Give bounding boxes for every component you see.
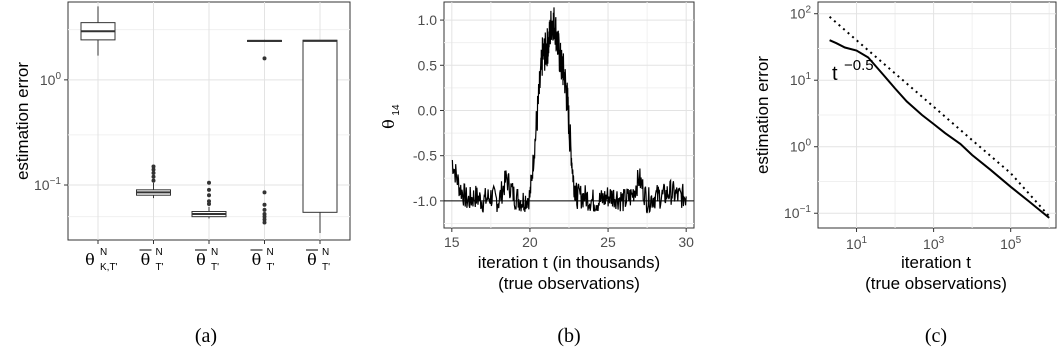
box-4-outlier (262, 214, 267, 219)
box-4-outlier (262, 56, 267, 61)
box-4-outlier (262, 220, 267, 225)
box-5-iqr (302, 39, 338, 213)
tick-superscript: N (156, 247, 163, 258)
panel-b-x-tick-label: 25 (600, 234, 616, 250)
panel-b-x-tick-label: 20 (522, 234, 538, 250)
panel-a-x-tick-label: θ N T' (250, 247, 275, 273)
panel-b-x-label-2: (true observations) (498, 274, 640, 293)
panel-b: -1.0 -0.5 0.0 0.5 1.0 15 20 25 30 θ 14 iteratio… (379, 1, 695, 347)
panel-a-y-ticks: 10−1 100 (34, 71, 68, 193)
panel-b-y-tick-label: -1.0 (413, 193, 437, 209)
tick-symbol: θ (85, 250, 95, 269)
panel-c-x-tick-label: 105 (1000, 235, 1022, 252)
panel-c-x-label-2: (true observations) (865, 274, 1007, 293)
panel-c-series (828, 16, 1050, 219)
panel-a-boxes (80, 6, 338, 233)
panel-a-caption: (a) (195, 325, 217, 347)
tick-symbol: θ (196, 250, 206, 269)
tick-subscript: T' (156, 262, 164, 273)
panel-c-y-tick-label: 100 (790, 138, 812, 155)
box-4-outlier (262, 217, 267, 222)
panel-c-y-label: estimation error (753, 56, 772, 174)
box-2-outlier (151, 174, 156, 179)
panel-c-caption: (c) (925, 325, 947, 347)
box-5 (302, 39, 338, 233)
panel-a-x-ticks: θ NK,T' θ NT' θ NT' θ NT' θ NT' (85, 240, 330, 273)
tick-subscript: T' (211, 262, 219, 273)
panel-a-x-tick-label: θ N T' (139, 247, 164, 273)
tick-subscript: K,T' (100, 262, 118, 273)
panel-c-y-tick-label: 10−1 (784, 204, 811, 221)
box-3-outlier (207, 187, 211, 192)
panel-b-y-ticks: -1.0 -0.5 0.0 0.5 1.0 (413, 12, 444, 209)
box-4-outlier (262, 190, 267, 195)
box-2 (136, 164, 171, 199)
tick-superscript: N (267, 247, 274, 258)
panel-a-x-tick-label: θ N T' (306, 247, 330, 273)
panel-c-x-label: iteration t (901, 253, 971, 272)
tick-superscript: N (100, 247, 107, 258)
panel-c-annotation-base: t (832, 63, 838, 85)
box-4-outlier (262, 202, 267, 207)
panel-a-x-tick-label: θ N T' (195, 247, 219, 273)
panel-b-y-tick-label: 0.0 (418, 102, 438, 118)
panel-b-y-label-sub: 14 (391, 104, 402, 116)
tick-symbol: θ (141, 250, 151, 269)
box-2-outlier (151, 171, 156, 176)
panel-b-y-tick-label: -0.5 (413, 148, 437, 164)
panel-b-y-tick-label: 0.5 (418, 57, 438, 73)
tick-subscript: T' (267, 262, 275, 273)
panel-b-y-label-symbol: θ (379, 119, 398, 129)
panel-a-y-tick-label: 10−1 (34, 176, 61, 193)
panel-c-y-tick-label: 101 (790, 71, 812, 88)
panel-b-y-tick-label: 1.0 (418, 12, 438, 28)
panel-c: 10−1 100 101 102 101 103 105 t −0.5 estimatio… (753, 1, 1057, 347)
tick-subscript: T' (322, 262, 330, 273)
panel-a-y-tick-label: 100 (40, 71, 62, 88)
box-4-outlier (262, 207, 267, 212)
panel-c-y-ticks: 10−1 100 101 102 (784, 5, 818, 221)
panel-b-x-tick-label: 30 (678, 234, 694, 250)
panel-b-x-label: iteration t (in thousands) (478, 253, 660, 272)
box-4 (247, 39, 282, 225)
panel-c-x-tick-label: 101 (846, 235, 868, 252)
box-3-outlier (207, 199, 211, 204)
panel-b-trace-line (451, 7, 687, 214)
panel-c-annotation-exp: −0.5 (844, 57, 874, 74)
panel-c-annotation: t −0.5 (832, 57, 874, 85)
tick-symbol: θ (252, 250, 262, 269)
box-2-outlier (151, 167, 156, 172)
box-3-outlier (207, 193, 211, 198)
panel-c-x-ticks: 101 103 105 (846, 228, 1022, 252)
tick-superscript: N (211, 247, 218, 258)
panel-a-y-label: estimation error (13, 62, 32, 180)
panel-c-y-tick-label: 102 (790, 5, 812, 22)
panel-b-series (444, 7, 694, 214)
panel-c-grid (818, 2, 1056, 228)
box-3-outlier (207, 180, 211, 185)
tick-superscript: N (322, 247, 329, 258)
box-3 (191, 180, 227, 219)
panel-b-x-tick-label: 15 (444, 234, 460, 250)
panel-c-x-tick-label: 103 (923, 235, 945, 252)
panel-b-y-label: θ 14 (379, 104, 402, 129)
tick-symbol: θ (307, 250, 317, 269)
panel-a-x-tick-label: θ N K,T' (85, 247, 117, 273)
box-1 (80, 6, 116, 56)
box-2-outlier (151, 164, 156, 169)
panel-c-series-solid (829, 39, 1050, 219)
panel-b-x-ticks: 15 20 25 30 (444, 228, 694, 250)
panel-b-caption: (b) (557, 325, 580, 347)
box-2-outlier (151, 178, 156, 183)
